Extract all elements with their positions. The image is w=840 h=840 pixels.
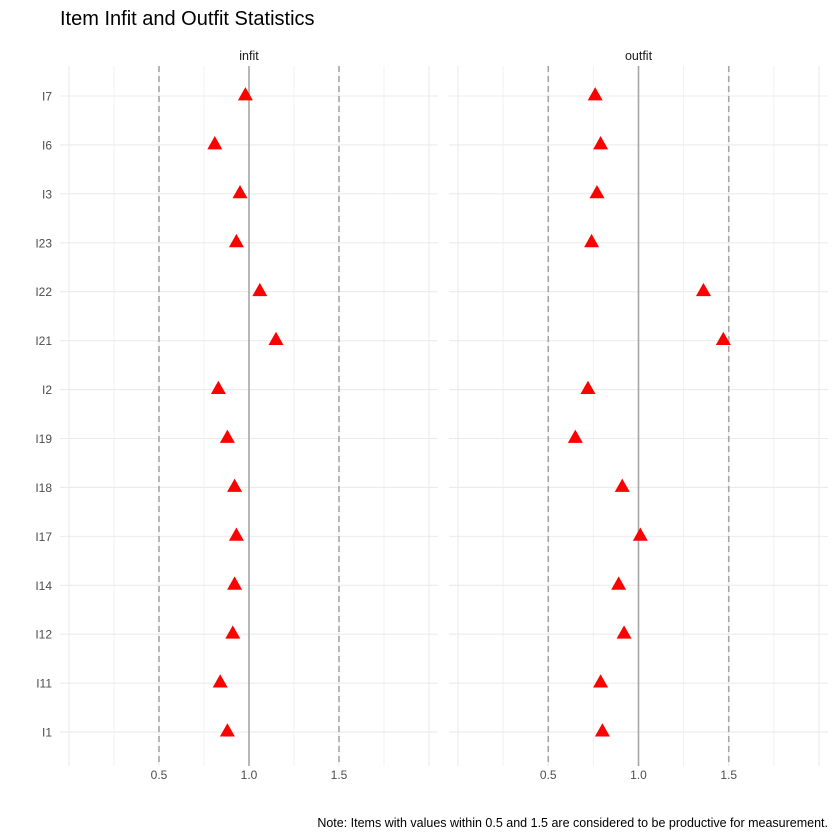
y-axis-labels: I7 I6 I3 I23 I22 I21 I2 I19 I18 I17 I14 I12 I11 I1 bbox=[35, 90, 52, 740]
y-tick-label: I23 bbox=[35, 236, 52, 250]
data-point-triangle bbox=[227, 478, 243, 492]
data-point-triangle bbox=[225, 625, 241, 639]
data-point-triangle bbox=[232, 184, 248, 199]
y-tick-label: I21 bbox=[35, 334, 52, 348]
data-point-triangle bbox=[587, 87, 603, 101]
data-point-triangle bbox=[580, 380, 596, 394]
data-point-triangle bbox=[227, 576, 243, 590]
chart-title: Item Infit and Outfit Statistics bbox=[60, 8, 315, 30]
y-tick-label: I7 bbox=[42, 90, 52, 104]
x-tick-label: 0.5 bbox=[540, 768, 557, 782]
y-tick-label: I3 bbox=[42, 187, 52, 201]
y-tick-label: I19 bbox=[35, 432, 52, 446]
data-point-triangle bbox=[219, 723, 235, 737]
data-point-triangle bbox=[589, 184, 605, 199]
data-point-triangle bbox=[237, 87, 253, 101]
data-point-triangle bbox=[584, 233, 600, 248]
y-tick-label: I17 bbox=[35, 530, 52, 544]
data-point-triangle bbox=[594, 723, 610, 737]
data-point-triangle bbox=[616, 625, 632, 639]
panel-infit: infit 0.5 1.0 1.5 bbox=[60, 49, 438, 782]
data-point-triangle bbox=[268, 331, 284, 346]
y-tick-label: I22 bbox=[35, 285, 52, 299]
data-point-triangle bbox=[611, 576, 627, 590]
data-point-triangle bbox=[252, 282, 268, 297]
data-point-triangle bbox=[567, 429, 583, 443]
data-point-triangle bbox=[212, 674, 228, 688]
data-point-triangle bbox=[210, 380, 226, 394]
chart-caption: Note: Items with values within 0.5 and 1… bbox=[317, 816, 828, 830]
y-tick-label: I12 bbox=[35, 628, 52, 642]
y-tick-label: I2 bbox=[42, 383, 52, 397]
x-tick-label: 1.5 bbox=[720, 768, 737, 782]
panel-strip-label: infit bbox=[239, 49, 259, 63]
data-point-triangle bbox=[593, 136, 609, 150]
data-point-triangle bbox=[228, 233, 244, 248]
data-point-triangle bbox=[715, 331, 731, 346]
data-point-triangle bbox=[228, 527, 244, 541]
panel-outfit: outfit 0.5 1.0 1.5 bbox=[449, 49, 828, 782]
x-tick-label: 1.0 bbox=[241, 768, 258, 782]
x-tick-label: 0.5 bbox=[151, 768, 168, 782]
panel-strip-label: outfit bbox=[625, 49, 653, 63]
y-tick-label: I6 bbox=[42, 138, 52, 152]
data-point-triangle bbox=[593, 674, 609, 688]
data-point-triangle bbox=[614, 478, 630, 492]
y-tick-label: I11 bbox=[36, 677, 52, 691]
x-tick-label: 1.0 bbox=[630, 768, 647, 782]
data-point-triangle bbox=[207, 136, 223, 150]
y-tick-label: I1 bbox=[42, 726, 52, 740]
data-point-triangle bbox=[632, 527, 648, 541]
chart-panels: infit 0.5 1.0 1.5 outfit 0.5 1.0 1.5 bbox=[60, 49, 828, 782]
y-tick-label: I18 bbox=[35, 481, 52, 495]
y-tick-label: I14 bbox=[35, 579, 52, 593]
data-point-triangle bbox=[219, 429, 235, 443]
data-point-triangle bbox=[695, 282, 711, 297]
x-tick-label: 1.5 bbox=[331, 768, 348, 782]
